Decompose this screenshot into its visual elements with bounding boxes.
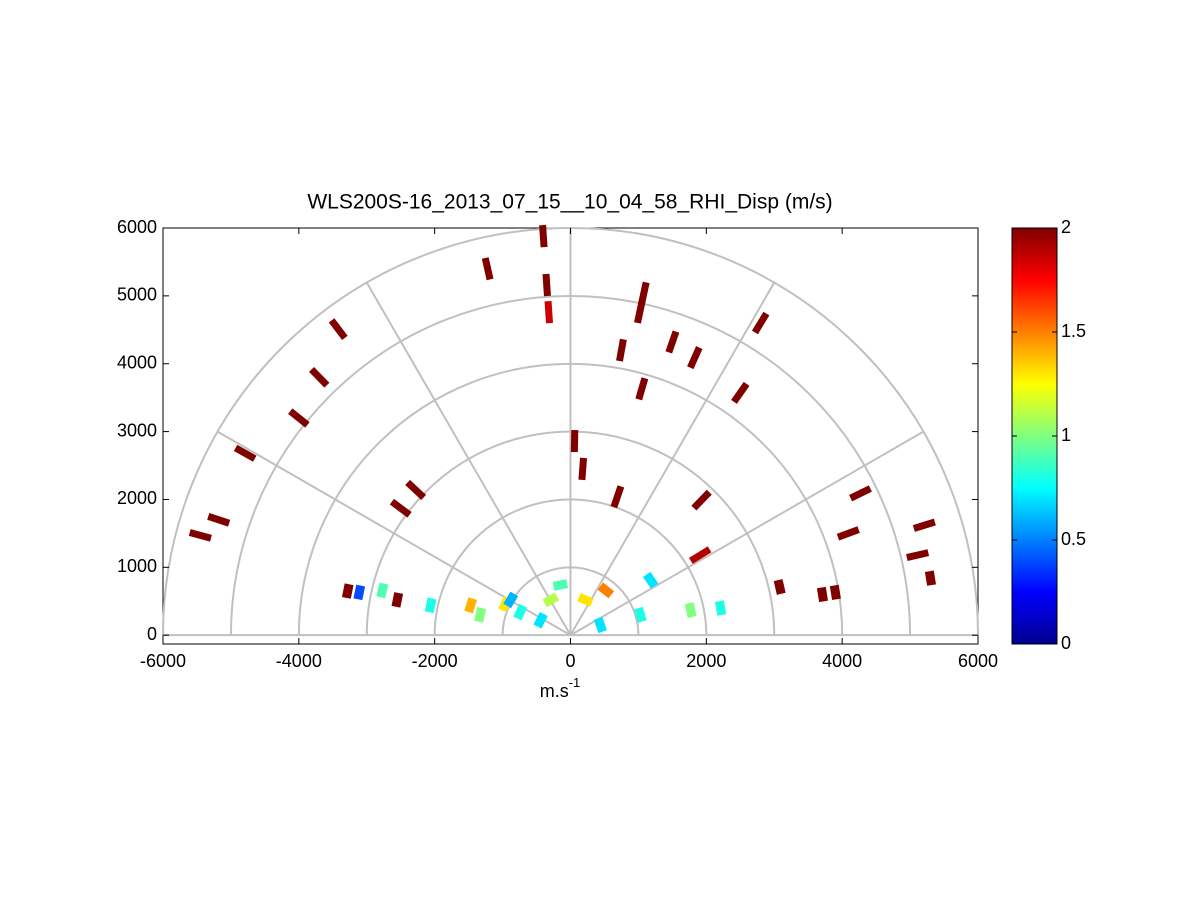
data-segment	[405, 479, 427, 501]
x-tick-label: 2000	[686, 651, 726, 671]
data-segment	[481, 257, 494, 281]
polar-spoke	[365, 282, 572, 636]
colorbar-tick-label: 1.5	[1061, 321, 1086, 341]
x-axis-label-sup: -1	[569, 675, 581, 690]
data-segment	[570, 430, 579, 453]
data-segment	[578, 457, 588, 481]
polar-spoke	[570, 430, 924, 637]
y-tick-label: 6000	[117, 217, 157, 237]
x-tick-label: -4000	[276, 651, 322, 671]
data-segment	[642, 571, 659, 589]
data-segment	[376, 582, 389, 599]
y-tick-label: 2000	[117, 488, 157, 508]
y-tick-label: 1000	[117, 556, 157, 576]
data-segment	[689, 546, 712, 564]
data-segment	[714, 600, 727, 616]
data-segment	[464, 597, 477, 614]
data-segment	[353, 584, 366, 601]
x-tick-label: 4000	[822, 651, 862, 671]
data-segment	[233, 444, 257, 462]
data-segment	[773, 579, 786, 595]
data-segment	[341, 583, 354, 599]
data-segment	[533, 611, 548, 629]
colorbar-tick-label: 0	[1061, 633, 1071, 653]
chart-title: WLS200S-16_2013_07_15__10_04_58_RHI_Disp…	[307, 191, 832, 214]
data-segment	[424, 597, 437, 614]
data-segment	[207, 513, 231, 527]
x-tick-label: 6000	[958, 651, 998, 671]
polar-spoke	[569, 282, 776, 636]
data-segment	[513, 603, 528, 621]
data-segment	[731, 381, 750, 404]
colorbar	[1011, 227, 1058, 645]
x-tick-label: -6000	[140, 651, 186, 671]
data-segment	[552, 579, 569, 591]
data-segment	[542, 273, 551, 297]
data-segment	[829, 584, 841, 601]
data-segment	[924, 570, 936, 586]
data-segment	[610, 485, 625, 509]
y-tick-label: 0	[147, 624, 157, 644]
data-segment	[544, 300, 553, 324]
colorbar-tick-label: 0.5	[1061, 529, 1086, 549]
data-segment	[288, 408, 310, 428]
data-segment	[389, 498, 412, 518]
data-segment	[597, 582, 615, 599]
data-segment	[503, 591, 519, 609]
data-segment	[816, 586, 829, 603]
data-segment	[849, 485, 872, 502]
data-segment	[836, 526, 860, 541]
data-segment	[577, 593, 594, 607]
y-tick-label: 3000	[117, 420, 157, 440]
data-segment	[906, 549, 930, 561]
colorbar-tick-label: 2	[1061, 217, 1071, 237]
x-axis-label: m.s-1	[540, 675, 581, 700]
data-segment	[539, 224, 548, 248]
colorbar-tick-label: 1	[1061, 425, 1071, 445]
data-segment	[912, 518, 936, 532]
data-segment	[593, 616, 607, 634]
data-segment	[542, 592, 560, 608]
data-segment	[309, 366, 330, 388]
y-tick-label: 4000	[117, 352, 157, 372]
data-segment	[635, 377, 649, 401]
data-segment	[616, 338, 627, 362]
data-segment	[665, 330, 680, 354]
data-segment	[687, 346, 703, 370]
data-segment	[391, 592, 404, 608]
data-segment	[684, 602, 697, 618]
data-segment	[328, 318, 348, 340]
x-tick-label: -2000	[412, 651, 458, 671]
x-tick-label: 0	[565, 651, 575, 671]
data-segment	[634, 300, 646, 324]
data-segment	[638, 281, 650, 305]
data-segment	[751, 311, 770, 335]
data-segment	[474, 607, 487, 623]
data-segment	[634, 606, 647, 623]
data-segment	[691, 489, 712, 511]
y-tick-label: 5000	[117, 285, 157, 305]
data-segment	[188, 529, 212, 542]
x-axis-label-base: m.s	[540, 681, 569, 701]
